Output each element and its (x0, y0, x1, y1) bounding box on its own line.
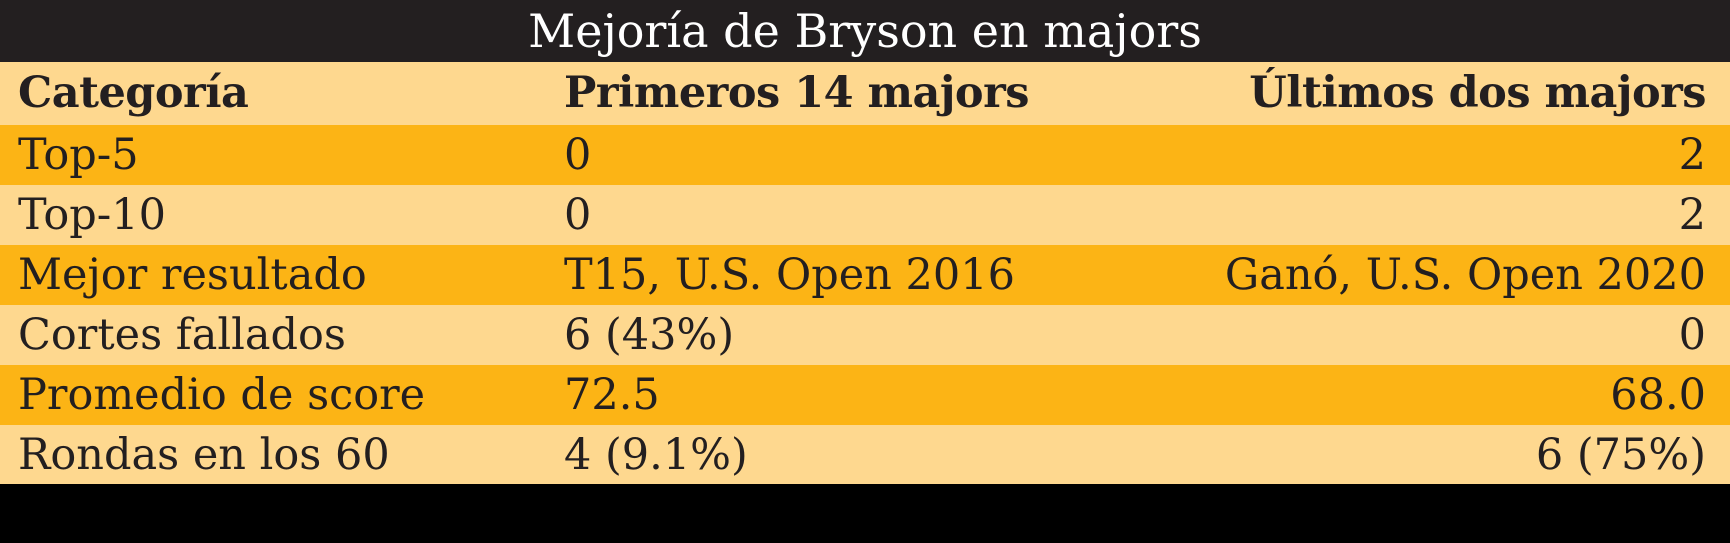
table-cell-last-two: 2 (1678, 190, 1706, 240)
table-cell-last-two: Ganó, U.S. Open 2020 (1224, 250, 1706, 300)
table-cell-first-14: 0 (564, 190, 592, 240)
header-cell-category: Categoría (18, 68, 249, 118)
table-cell-first-14: 72.5 (564, 370, 660, 420)
table-cell-first-14: 6 (43%) (564, 310, 735, 360)
table-cell-first-14: T15, U.S. Open 2016 (564, 250, 1015, 300)
table-cell-last-two: 6 (75%) (1535, 430, 1706, 480)
table-cell-label: Mejor resultado (18, 250, 367, 300)
table-row: Cortes fallados 6 (43%) 0 (0, 305, 1730, 365)
table-cell-label: Top-10 (18, 190, 167, 240)
table-row: Rondas en los 60 4 (9.1%) 6 (75%) (0, 425, 1730, 485)
table-row: Top-5 0 2 (0, 125, 1730, 185)
table-cell-last-two: 68.0 (1610, 370, 1706, 420)
table-cell-last-two: 0 (1678, 310, 1706, 360)
table-cell-label: Promedio de score (18, 370, 426, 420)
data-table: Categoría Primeros 14 majors Últimos dos… (0, 62, 1730, 485)
table-cell-label: Cortes fallados (18, 310, 346, 360)
table-body: Top-5 0 2 Top-10 0 2 Mejor resultado T15, U.S. … (0, 125, 1730, 485)
bottom-bar (0, 484, 1730, 543)
table-row: Promedio de score 72.5 68.0 (0, 365, 1730, 425)
chart-title: Mejoría de Bryson en majors (0, 0, 1730, 62)
table-row: Mejor resultado T15, U.S. Open 2016 Ganó, … (0, 245, 1730, 305)
table-cell-last-two: 2 (1678, 130, 1706, 180)
table-cell-first-14: 4 (9.1%) (564, 430, 748, 480)
table-cell-first-14: 0 (564, 130, 592, 180)
table-row: Top-10 0 2 (0, 185, 1730, 245)
table-cell-label: Top-5 (18, 130, 139, 180)
table-cell-label: Rondas en los 60 (18, 430, 390, 480)
header-cell-last-two: Últimos dos majors (1249, 68, 1706, 118)
table-header-row: Categoría Primeros 14 majors Últimos dos… (0, 62, 1730, 125)
header-cell-first-14: Primeros 14 majors (564, 68, 1029, 118)
